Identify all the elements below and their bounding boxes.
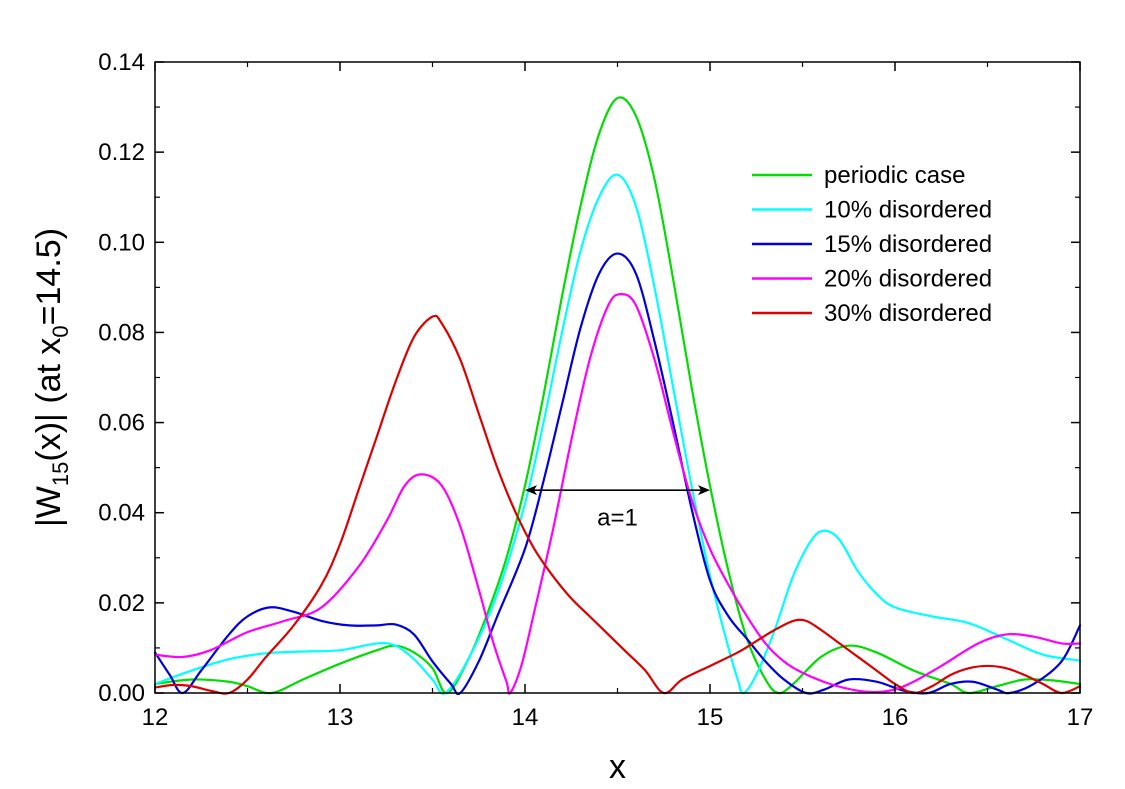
y-axis-label: |W15(x)| (at x0=14.5)	[30, 228, 73, 527]
series-line-20pct-disordered	[153, 293, 1082, 695]
y-tick-label: 0.04	[98, 500, 145, 527]
y-tick-label: 0.12	[98, 139, 145, 166]
annotation-a1: a=1	[525, 485, 710, 532]
x-tick-label: 14	[512, 704, 539, 731]
axis-ticks	[154, 61, 1081, 694]
plot-frame	[154, 61, 1081, 694]
legend-label-15pct-disordered: 15% disordered	[824, 231, 992, 258]
series-line-10pct-disordered	[153, 173, 1082, 695]
y-tick-label: 0.02	[98, 590, 145, 617]
annotation-label: a=1	[597, 505, 638, 532]
x-tick-label: 17	[1067, 704, 1094, 731]
legend-label-periodic-case: periodic case	[824, 162, 965, 189]
y-tick-label: 0.14	[98, 49, 145, 76]
y-axis-label-prefix: |W	[30, 486, 68, 527]
tick-labels: 12 13 14 15 16 17 0.00 0.02 0.04 0.06 0.08 0.10 0.12…	[98, 49, 1093, 731]
y-tick-label: 0.10	[98, 229, 145, 256]
legend-label-20pct-disordered: 20% disordered	[824, 266, 992, 293]
y-axis-label-mid: (x)| (at x	[30, 338, 68, 462]
x-tick-label: 13	[327, 704, 354, 731]
series-curves	[153, 96, 1082, 696]
x-tick-label: 16	[882, 704, 909, 731]
x-tick-label: 15	[697, 704, 724, 731]
legend: periodic case 10% disordered 15% disordere…	[752, 162, 992, 327]
x-tick-label: 12	[142, 704, 169, 731]
y-tick-label: 0.08	[98, 319, 145, 346]
annotation-arrowhead-left	[525, 485, 537, 496]
legend-label-30pct-disordered: 30% disordered	[824, 300, 992, 327]
y-tick-label: 0.06	[98, 410, 145, 437]
y-axis-label-suffix: =14.5)	[30, 228, 68, 325]
y-axis-label-sub: 15	[48, 462, 73, 486]
legend-label-10pct-disordered: 10% disordered	[824, 197, 992, 224]
series-line-periodic-case	[153, 96, 1082, 695]
series-line-30pct-disordered	[153, 314, 1082, 695]
annotation-arrowhead-right	[698, 485, 710, 496]
y-axis-label-sub2: 0	[48, 325, 73, 337]
x-axis-label: x	[609, 748, 626, 786]
y-tick-label: 0.00	[98, 680, 145, 707]
